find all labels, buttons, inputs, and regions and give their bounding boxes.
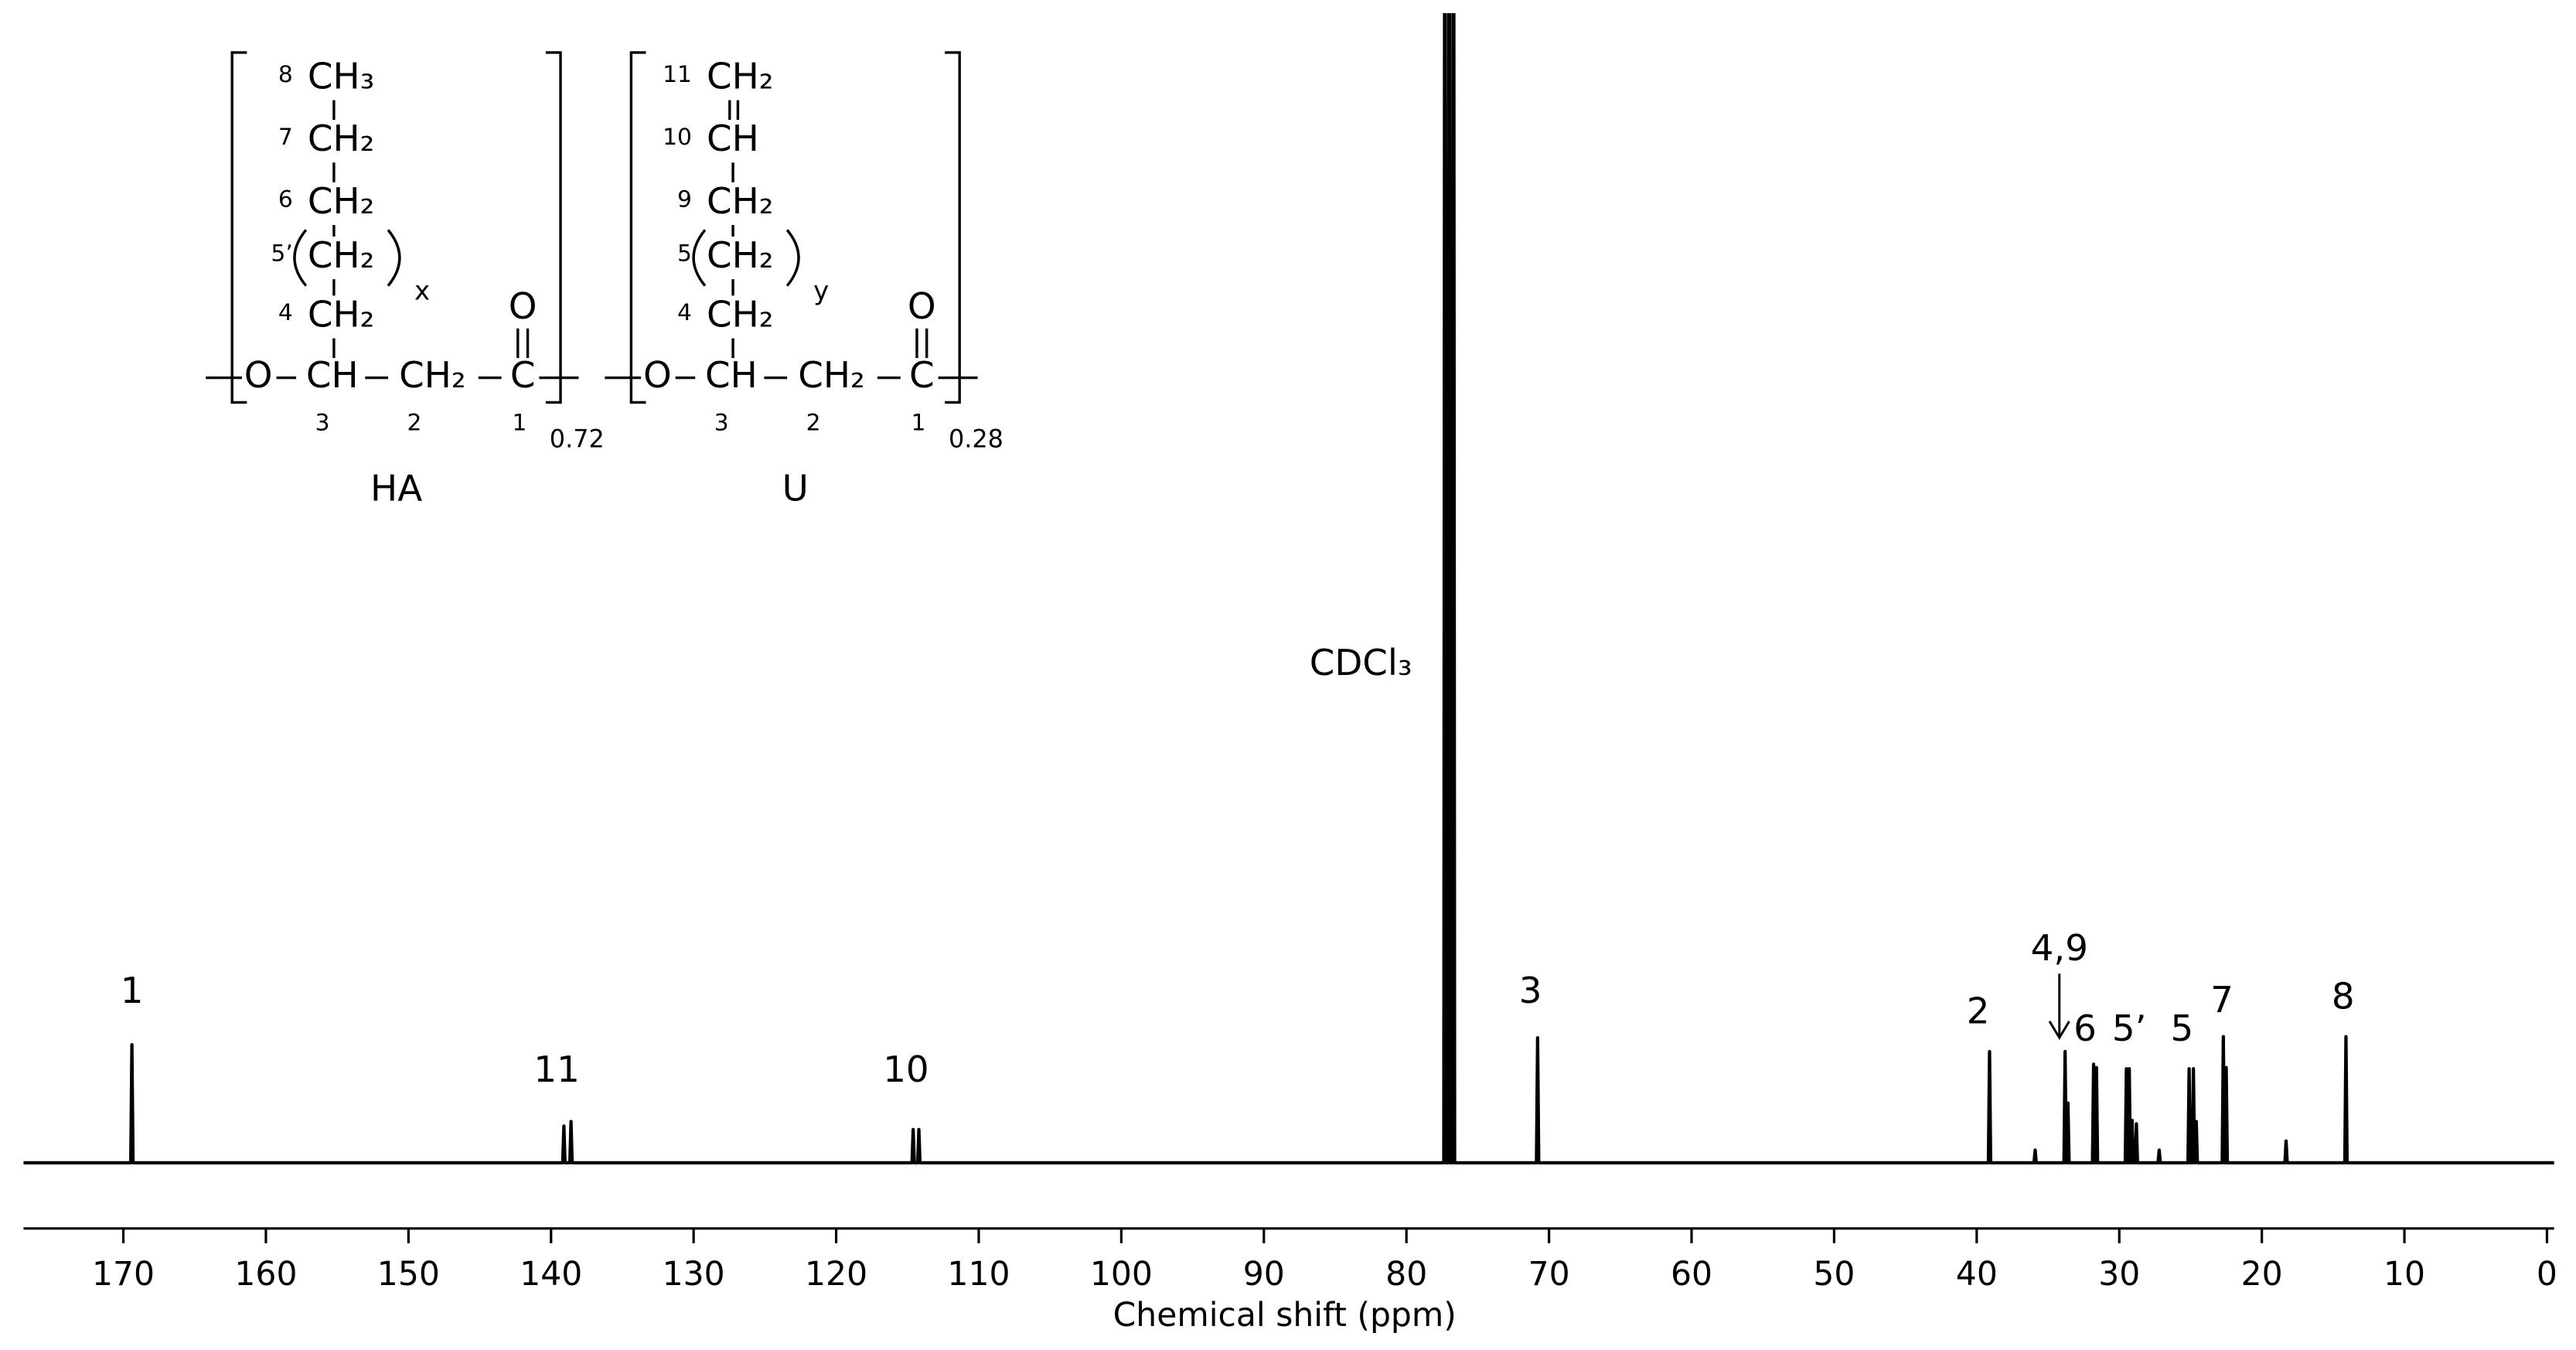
carbon-number: 9 — [677, 186, 692, 213]
x-tick-label: 10 — [2383, 1256, 2425, 1294]
bracket — [629, 51, 646, 404]
peak-label: 7 — [2210, 980, 2234, 1021]
carbon-number: 1 — [512, 410, 526, 437]
x-tick-label: 0 — [2537, 1256, 2557, 1294]
chain-atom: C — [510, 355, 536, 397]
x-tick-label: 100 — [1090, 1256, 1153, 1294]
peak-label: 4,9 — [2031, 928, 2088, 970]
x-axis-label: Chemical shift (ppm) — [1113, 1297, 1457, 1335]
mole-fraction: 0.28 — [949, 424, 1003, 453]
carbon-number: 6 — [278, 186, 293, 213]
x-tick-label: 20 — [2241, 1256, 2283, 1294]
parenthesis — [692, 229, 707, 287]
carbon-number: 1 — [911, 410, 926, 437]
carbon-number: 5’ — [271, 240, 292, 268]
carbonyl-oxygen: O — [908, 286, 936, 328]
chain-atom: O — [643, 355, 672, 397]
peak-arrowhead — [2048, 1021, 2070, 1041]
x-tick-label: 30 — [2098, 1256, 2140, 1294]
unit-name: HA — [370, 469, 422, 510]
plot-area: 170 160 150 140 130 120 110 100 90 80 70 60 50 40 30 20… — [23, 12, 2557, 1294]
parenthesis — [785, 229, 800, 287]
group: CH₂ — [707, 181, 773, 223]
x-tick-label: 70 — [1528, 1256, 1570, 1294]
carbonyl-oxygen: O — [509, 286, 537, 328]
carbon-number: 4 — [278, 299, 293, 326]
unit-name: U — [782, 469, 809, 510]
group: CH₂ — [308, 294, 374, 336]
x-tick-label: 170 — [92, 1256, 155, 1294]
group: CH₂ — [308, 181, 374, 223]
peak-label: CDCl₃ — [1310, 643, 1412, 684]
chain-atom: CH₂ — [798, 355, 864, 397]
peak-label: 3 — [1519, 970, 1542, 1012]
x-tick-label: 120 — [805, 1256, 867, 1294]
x-tick-label: 50 — [1813, 1256, 1855, 1294]
group: CH₃ — [308, 56, 374, 97]
parenthesis — [293, 229, 308, 287]
chain-atom: CH — [306, 355, 359, 397]
bracket — [545, 51, 562, 404]
peak-label: 5’ — [2112, 1008, 2147, 1050]
group: CH — [707, 118, 759, 160]
chain-atom: CH₂ — [399, 355, 465, 397]
carbon-number: 10 — [663, 124, 692, 151]
group: CH₂ — [308, 235, 374, 277]
peak-label: 11 — [533, 1049, 579, 1091]
parenthesis — [387, 229, 401, 287]
peak-label: 6 — [2073, 1008, 2097, 1050]
bracket — [945, 51, 961, 404]
carbon-number: 3 — [714, 410, 729, 437]
carbon-number: 11 — [663, 61, 692, 88]
carbon-number: 3 — [315, 410, 330, 437]
carbon-number: 7 — [278, 124, 293, 151]
chain-atom: CH — [705, 355, 758, 397]
repeat-index: x — [414, 276, 430, 307]
carbon-number: 5 — [677, 240, 692, 268]
x-tick-label: 110 — [947, 1256, 1010, 1294]
carbon-number: 8 — [278, 61, 293, 88]
x-tick-label: 160 — [234, 1256, 297, 1294]
peak-label: 5 — [2171, 1008, 2194, 1050]
chain-atom: C — [909, 355, 935, 397]
carbon-number: 2 — [407, 410, 422, 437]
spectrum-line — [23, 12, 2554, 1164]
x-tick-label: 60 — [1671, 1256, 1712, 1294]
group: CH₂ — [707, 235, 773, 277]
peak-label: 2 — [1967, 991, 1990, 1033]
carbon-number: 4 — [677, 299, 692, 326]
peak-label: 1 — [121, 970, 144, 1012]
carbon-number: 2 — [806, 410, 821, 437]
peak-label: 8 — [2332, 976, 2355, 1018]
bracket — [230, 51, 247, 404]
x-tick-label: 90 — [1243, 1256, 1285, 1294]
x-tick-label: 130 — [663, 1256, 725, 1294]
x-tick-label: 140 — [520, 1256, 582, 1294]
group: CH₂ — [308, 118, 374, 160]
chain-atom: O — [244, 355, 273, 397]
peak-label: 10 — [883, 1049, 929, 1091]
mole-fraction: 0.72 — [550, 424, 605, 453]
x-tick-label: 40 — [1956, 1256, 1998, 1294]
repeat-index: y — [813, 276, 829, 307]
group: CH₂ — [707, 56, 773, 97]
x-tick-label: 80 — [1385, 1256, 1427, 1294]
group: CH₂ — [707, 294, 773, 336]
x-tick-label: 150 — [377, 1256, 440, 1294]
